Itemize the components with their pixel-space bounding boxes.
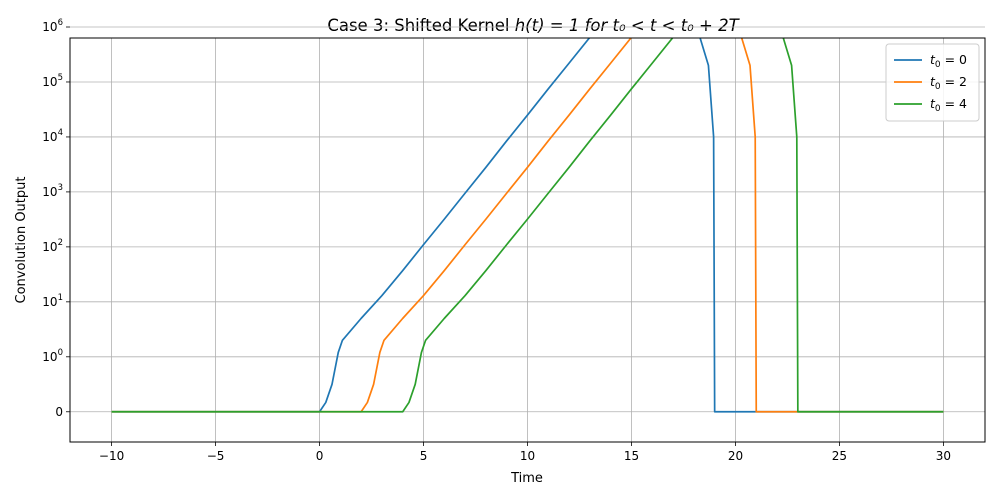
y-tick-label: 100 xyxy=(42,348,63,364)
series-line-2 xyxy=(111,38,944,413)
x-tick-label: 15 xyxy=(624,449,639,463)
series-line-1 xyxy=(111,38,944,413)
x-tick-label: −10 xyxy=(99,449,124,463)
legend-box xyxy=(885,43,980,122)
y-tick-label: 106 xyxy=(42,18,63,34)
x-tick-label: −5 xyxy=(207,449,225,463)
y-tick-label: 101 xyxy=(42,293,63,309)
x-tick-label: 0 xyxy=(316,449,324,463)
y-tick-label: 102 xyxy=(42,238,63,254)
x-tick-label: 10 xyxy=(520,449,535,463)
y-tick-label: 0 xyxy=(55,405,63,419)
y-axis: 0 100 101 102 103 104 105 106 xyxy=(42,18,70,419)
chart-title-text: Case 3: Shifted Kernel xyxy=(327,16,514,35)
x-tick-label: 20 xyxy=(728,449,743,463)
legend-label-2: t0 = 2 xyxy=(930,74,967,92)
y-tick-label: 104 xyxy=(42,128,63,144)
legend: t0 = 0 t0 = 2 t0 = 4 xyxy=(885,43,980,122)
y-tick-label: 103 xyxy=(42,183,63,199)
series-line-3 xyxy=(111,38,944,413)
y-axis-label: Convolution Output xyxy=(14,177,29,304)
x-tick-label: 5 xyxy=(420,449,428,463)
legend-label-3: t0 = 4 xyxy=(930,96,967,114)
x-tick-label: 25 xyxy=(832,449,847,463)
series-lines xyxy=(111,38,944,413)
legend-label-1: t0 = 0 xyxy=(930,52,967,70)
chart-title-math: h(t) = 1 for t₀ < t < t₀ + 2T xyxy=(515,16,741,35)
x-axis: −10 −5 0 5 10 15 20 25 30 xyxy=(99,442,951,463)
y-tick-label: 105 xyxy=(42,73,63,89)
chart-title: Case 3: Shifted Kernel h(t) = 1 for t₀ <… xyxy=(327,16,740,35)
x-tick-label: 30 xyxy=(936,449,951,463)
x-axis-label: Time xyxy=(510,471,543,486)
grid xyxy=(70,26,985,442)
